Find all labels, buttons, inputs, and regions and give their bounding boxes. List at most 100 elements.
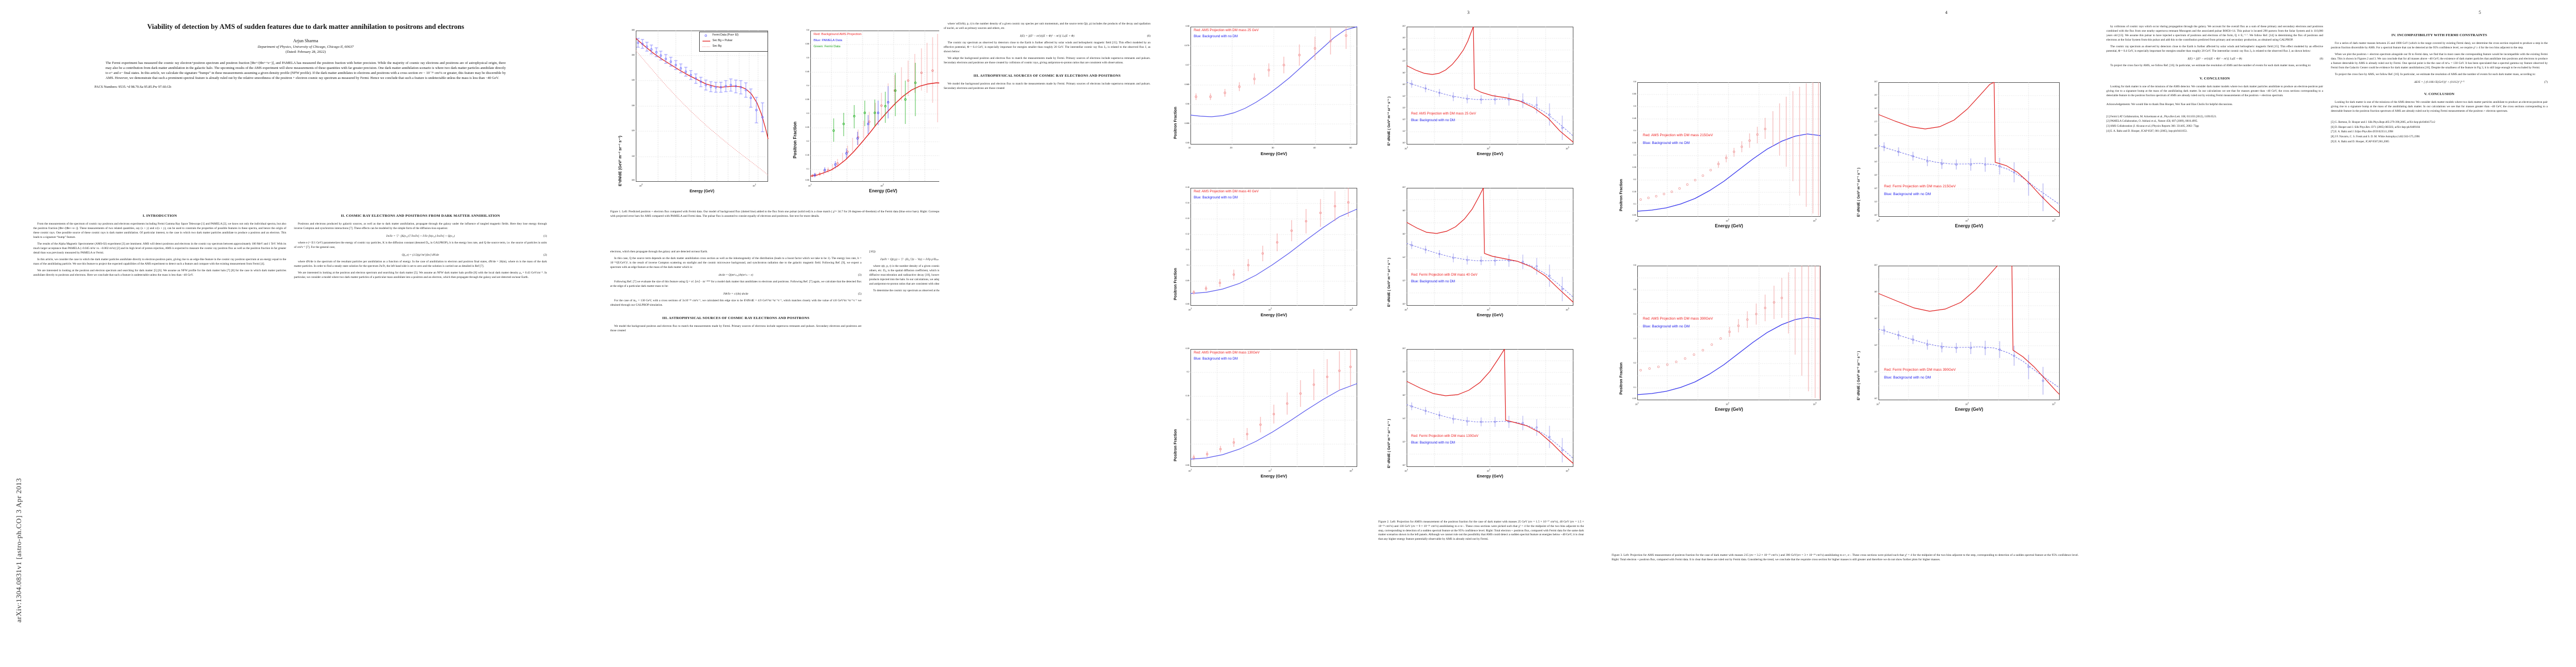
y-tick: 0.15 — [805, 154, 809, 156]
y-tick: 0.1 — [1633, 203, 1636, 205]
panel-legend-blue: Blue: Background with no DM — [1884, 376, 1931, 380]
panel-xlabel: Energy (GeV) — [1955, 407, 1984, 412]
y-tick: 0.05 — [805, 179, 809, 181]
panel-legend-blue: Blue: Background with no DM — [1884, 192, 1931, 196]
figure3-panel-grid: Positron Fraction — [1612, 78, 2079, 500]
y-tick: 0.08 — [1185, 25, 1189, 27]
abstract-text: The Fermi experiment has measured the co… — [106, 61, 506, 81]
equation-number: (7) — [2544, 80, 2548, 84]
y-tick: 137 — [1402, 107, 1406, 109]
y-tick: 187 — [1402, 210, 1406, 212]
y-tick: 177 — [1874, 121, 1877, 123]
equation-number: (3) — [858, 273, 861, 277]
y-tick: 0.2 — [806, 140, 809, 142]
y-tick: 147 — [1402, 95, 1406, 97]
y-tick: 0.45 — [1632, 117, 1636, 120]
y-tick: 177 — [1402, 60, 1406, 62]
page-1: arXiv:1304.0831v1 [astro-ph.CO] 3 Apr 20… — [0, 0, 600, 667]
y-tick: 0.055 — [1184, 122, 1190, 125]
equation-3: dn/de = Q(mᵈₘ,ₓ)/b(mᵈₘ − e) (3) — [610, 273, 861, 277]
panel-legend-red: Red: Fermi Projection with DM mass 130Ge… — [1411, 435, 1479, 438]
x-tick: 101 — [1404, 469, 1408, 472]
panel1-canvas — [1190, 26, 1358, 145]
figure3-panel-3: Positron Fraction — [1612, 261, 1834, 428]
paragraph: The cosmic ray spectrum as observed by d… — [944, 41, 1150, 53]
figure3-panel-1: Positron Fraction — [1612, 78, 1834, 245]
paragraph: Looking for dark matter is one of the mi… — [2106, 84, 2323, 97]
figure2-panel-3: Positron Fraction — [1167, 345, 1367, 495]
x-tick: 100 — [639, 183, 643, 187]
figure3-panel-4: E³ dN/dE ( GeV² m⁻² sr⁻¹ s⁻¹ ) — [1851, 261, 2073, 428]
figure2-panel-1: Positron Fraction — [1167, 22, 1367, 172]
y-tick: 0.4 — [806, 84, 809, 87]
section-heading-incompat: IV. INCOMPATIBILITY WITH FERMI CONSTRAIN… — [2391, 33, 2488, 37]
paragraph: where \u03c8(r, p, t) is the number dens… — [944, 22, 1150, 30]
panel-legend-blue: Blue: Background with no DM — [1194, 35, 1238, 38]
plot-frame — [1637, 266, 1821, 400]
y-tick: 0.5 — [806, 57, 809, 59]
panel-xlabel: Energy (GeV) — [1260, 151, 1287, 156]
y-tick: 157 — [1874, 147, 1877, 150]
y-tick: 167 — [1874, 317, 1877, 320]
panel-xlabel: Energy (GeV) — [1477, 312, 1503, 317]
y-tick: 0.4 — [1633, 130, 1636, 132]
reference-item: [9] E. A. Baltz and D. Hooper, JCAP 0507… — [2331, 140, 2389, 143]
y-tick: 0.25 — [1185, 347, 1189, 350]
dated-line: (Dated: February 28, 2022) — [285, 49, 326, 54]
figure2-panel-5: E³ dN/dE ( GeV² m⁻² sr⁻¹ s⁻¹ ) — [1381, 183, 1587, 334]
paragraph: To project the cross face by AMS, we fol… — [2335, 72, 2536, 76]
section-heading-conclusion-2: V. CONCLUSION — [2424, 92, 2455, 96]
y-tick: 0.14 — [1185, 202, 1189, 204]
y-tick: 0.2 — [1187, 371, 1189, 373]
y-tick: 0.12 — [1185, 233, 1189, 235]
y-tick: 0.11 — [1185, 248, 1189, 251]
y-tick: 0.5 — [1633, 105, 1636, 107]
paragraph: Following Ref. [7] we evaluate the size … — [610, 280, 861, 288]
y-tick: 160 — [631, 29, 635, 31]
paragraph: To project the cross face by AMS, we fol… — [2110, 63, 2311, 67]
equation-6b: J(E) = [(E² − m²)/((E + Φ)² − m²)] Jᵢₛ(E… — [2106, 57, 2323, 61]
x-tick: 101 — [808, 183, 812, 187]
equation-body: J(E) = [(E² − m²)/((E + Φ)² − m²)] Jᵢₛ(E… — [1019, 34, 1075, 38]
y-tick: 0.55 — [805, 43, 809, 45]
plot-frame — [1879, 266, 2060, 400]
panel-legend-blue: Blue: Background with no DM — [1194, 357, 1238, 361]
paragraph: In this article, we consider the case in… — [33, 257, 286, 266]
y-tick: 0.13 — [1185, 217, 1189, 220]
paragraph: For the case of mₑₑ = 130 GeV, with a cr… — [610, 298, 861, 307]
page1-column-left: I. INTRODUCTION From the measurements of… — [33, 206, 286, 282]
paragraph: We model the background positron and ele… — [610, 324, 861, 332]
y-tick: 110 — [631, 155, 635, 157]
x-tick: 20 — [1230, 146, 1233, 149]
x-tick: 50 — [1349, 146, 1352, 149]
panel-legend-blue: Blue: Background with no DM — [1411, 119, 1456, 122]
reference-item: [7] E. A. Baltz and J. Edjso Phys.Rev.D5… — [2331, 131, 2393, 134]
x-tick: 103 — [2052, 218, 2056, 222]
y-tick: 0.05 — [1185, 142, 1189, 144]
x-tick: 101 — [1188, 469, 1192, 472]
y-tick: 207 — [1402, 347, 1406, 350]
panel-legend-red: Red: Fermi Projection with DM mass 40 Ge… — [1411, 273, 1478, 277]
equation-7: ΔE/E = [ (0.106/√E(GeV))² + (0.012)² ]¹ᐟ… — [2331, 81, 2548, 84]
x-tick: 102 — [1487, 146, 1491, 150]
y-tick: 167 — [1874, 134, 1877, 136]
y-tick: 127 — [1874, 187, 1877, 190]
y-tick: 167 — [1402, 233, 1406, 235]
reference-item: [6] D. Hooper and J. Silk Phys.Rev. D71 … — [2331, 126, 2420, 129]
figure1-left-legend — [699, 32, 768, 52]
y-tick: 157 — [1402, 83, 1406, 86]
figure3-caption: Figure 3. Left: Projection for AMS measu… — [1612, 554, 2079, 561]
panel-xlabel: Energy (GeV) — [1715, 223, 1743, 228]
reference-item: [5] G. Bertone, D. Hooper and J. Silk Ph… — [2331, 121, 2435, 124]
y-tick: 0.1 — [1187, 264, 1189, 266]
arxiv-stamp: arXiv:1304.0831v1 [astro-ph.CO] 3 Apr 20… — [14, 477, 23, 623]
y-tick: 207 — [1402, 25, 1406, 27]
panel4-canvas — [1406, 26, 1574, 145]
y-tick: 0.35 — [805, 98, 809, 101]
page5-column-right: IV. INCOMPATIBILITY WITH FERMI CONSTRAIN… — [2331, 25, 2548, 145]
panel-legend-red: Red: AMS Projection with DM mass 25 GeV — [1194, 29, 1259, 32]
y-tick: 187 — [1874, 291, 1877, 293]
x-tick: 102 — [1726, 218, 1730, 222]
acknowledgments: Acknowledgements: We would like to thank… — [2106, 102, 2233, 106]
